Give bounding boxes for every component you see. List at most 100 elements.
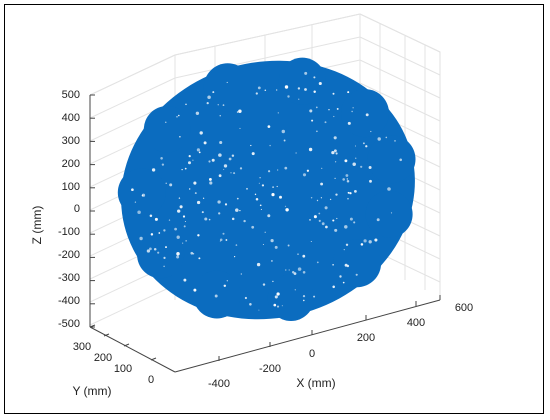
point-cloud-lobe bbox=[192, 270, 241, 319]
point-gap bbox=[333, 149, 337, 153]
point-gap bbox=[302, 271, 306, 274]
point-gap bbox=[370, 130, 372, 133]
point-gap bbox=[239, 209, 241, 212]
point-gap bbox=[141, 194, 144, 197]
point-gap bbox=[318, 219, 321, 222]
point-gap bbox=[342, 178, 346, 181]
point-gap bbox=[284, 205, 287, 207]
point-gap bbox=[217, 200, 221, 204]
point-gap bbox=[208, 177, 212, 181]
y-axis-label: Y (mm) bbox=[72, 384, 111, 398]
y-tick-mark bbox=[150, 357, 157, 361]
grid-line bbox=[174, 13, 361, 56]
point-gap bbox=[176, 116, 178, 118]
point-gap bbox=[181, 168, 183, 171]
z-tick-label: -200 bbox=[58, 249, 80, 261]
point-gap bbox=[139, 236, 143, 241]
z-tick-label: -300 bbox=[58, 272, 80, 284]
point-gap bbox=[218, 174, 222, 178]
grid-line bbox=[89, 77, 176, 119]
point-gap bbox=[306, 169, 310, 172]
point-gap bbox=[309, 109, 313, 113]
point-gap bbox=[184, 167, 187, 170]
point-gap bbox=[345, 174, 349, 177]
point-gap bbox=[284, 85, 289, 89]
point-gap bbox=[376, 218, 380, 222]
point-gap bbox=[222, 104, 225, 106]
x-tick-label: 0 bbox=[309, 348, 315, 360]
point-gap bbox=[304, 71, 308, 75]
point-cloud-lobe bbox=[333, 239, 382, 288]
point-gap bbox=[354, 145, 357, 147]
grid-line bbox=[174, 36, 361, 79]
z-tick-label: -500 bbox=[58, 318, 80, 330]
point-gap bbox=[365, 113, 369, 117]
point-gap bbox=[226, 81, 228, 83]
point-gap bbox=[218, 212, 221, 215]
point-gap bbox=[257, 86, 261, 90]
point-gap bbox=[274, 295, 278, 299]
point-gap bbox=[185, 240, 187, 242]
point-gap bbox=[165, 182, 167, 184]
point-gap bbox=[178, 197, 181, 199]
x-tick-label: 400 bbox=[407, 317, 425, 329]
point-gap bbox=[329, 198, 332, 201]
point-gap bbox=[208, 218, 211, 221]
point-gap bbox=[316, 261, 319, 264]
point-gap bbox=[297, 87, 301, 90]
point-gap bbox=[161, 163, 165, 166]
point-gap bbox=[149, 214, 153, 218]
point-gap bbox=[377, 137, 381, 141]
point-gap bbox=[231, 154, 235, 157]
point-gap bbox=[193, 181, 197, 185]
point-gap bbox=[189, 188, 191, 190]
point-gap bbox=[267, 170, 271, 173]
point-gap bbox=[339, 275, 342, 278]
point-gap bbox=[183, 225, 186, 228]
point-gap bbox=[270, 259, 273, 262]
point-gap bbox=[204, 217, 208, 221]
point-gap bbox=[281, 129, 286, 134]
point-gap bbox=[153, 247, 157, 251]
point-gap bbox=[362, 142, 365, 145]
point-gap bbox=[195, 111, 200, 115]
point-gap bbox=[332, 92, 335, 95]
point-gap bbox=[332, 285, 335, 289]
point-gap bbox=[219, 115, 221, 117]
point-gap bbox=[347, 191, 350, 194]
point-gap bbox=[230, 172, 232, 174]
point-gap bbox=[276, 305, 280, 308]
point-gap bbox=[226, 280, 228, 282]
point-gap bbox=[236, 197, 239, 200]
x-tick-label: 600 bbox=[455, 302, 473, 314]
grid-line bbox=[89, 284, 176, 326]
y-axis-line bbox=[89, 326, 176, 373]
point-gap bbox=[344, 225, 348, 229]
point-gap bbox=[297, 253, 299, 255]
point-gap bbox=[243, 219, 246, 223]
point-gap bbox=[262, 243, 264, 246]
point-cloud-lobe bbox=[278, 57, 326, 105]
point-gap bbox=[313, 90, 316, 93]
point-gap bbox=[332, 219, 335, 222]
point-gap bbox=[344, 263, 348, 267]
x-tick-labels: -400 -200 0 200 400 600 bbox=[208, 302, 473, 390]
point-gap bbox=[264, 231, 266, 233]
point-gap bbox=[151, 168, 156, 172]
point-gap bbox=[335, 193, 338, 196]
point-gap bbox=[258, 182, 260, 184]
y-tick-label: 300 bbox=[73, 341, 91, 353]
point-gap bbox=[347, 91, 350, 94]
point-gap bbox=[355, 157, 357, 159]
point-gap bbox=[211, 158, 215, 162]
point-cloud-lobe bbox=[365, 190, 413, 238]
point-gap bbox=[287, 244, 290, 247]
point-gap bbox=[336, 107, 339, 110]
point-cloud-lobe bbox=[137, 231, 185, 279]
point-gap bbox=[283, 139, 286, 142]
point-gap bbox=[347, 121, 351, 125]
point-gap bbox=[255, 92, 258, 95]
point-gap bbox=[261, 184, 265, 187]
point-gap bbox=[279, 195, 282, 199]
